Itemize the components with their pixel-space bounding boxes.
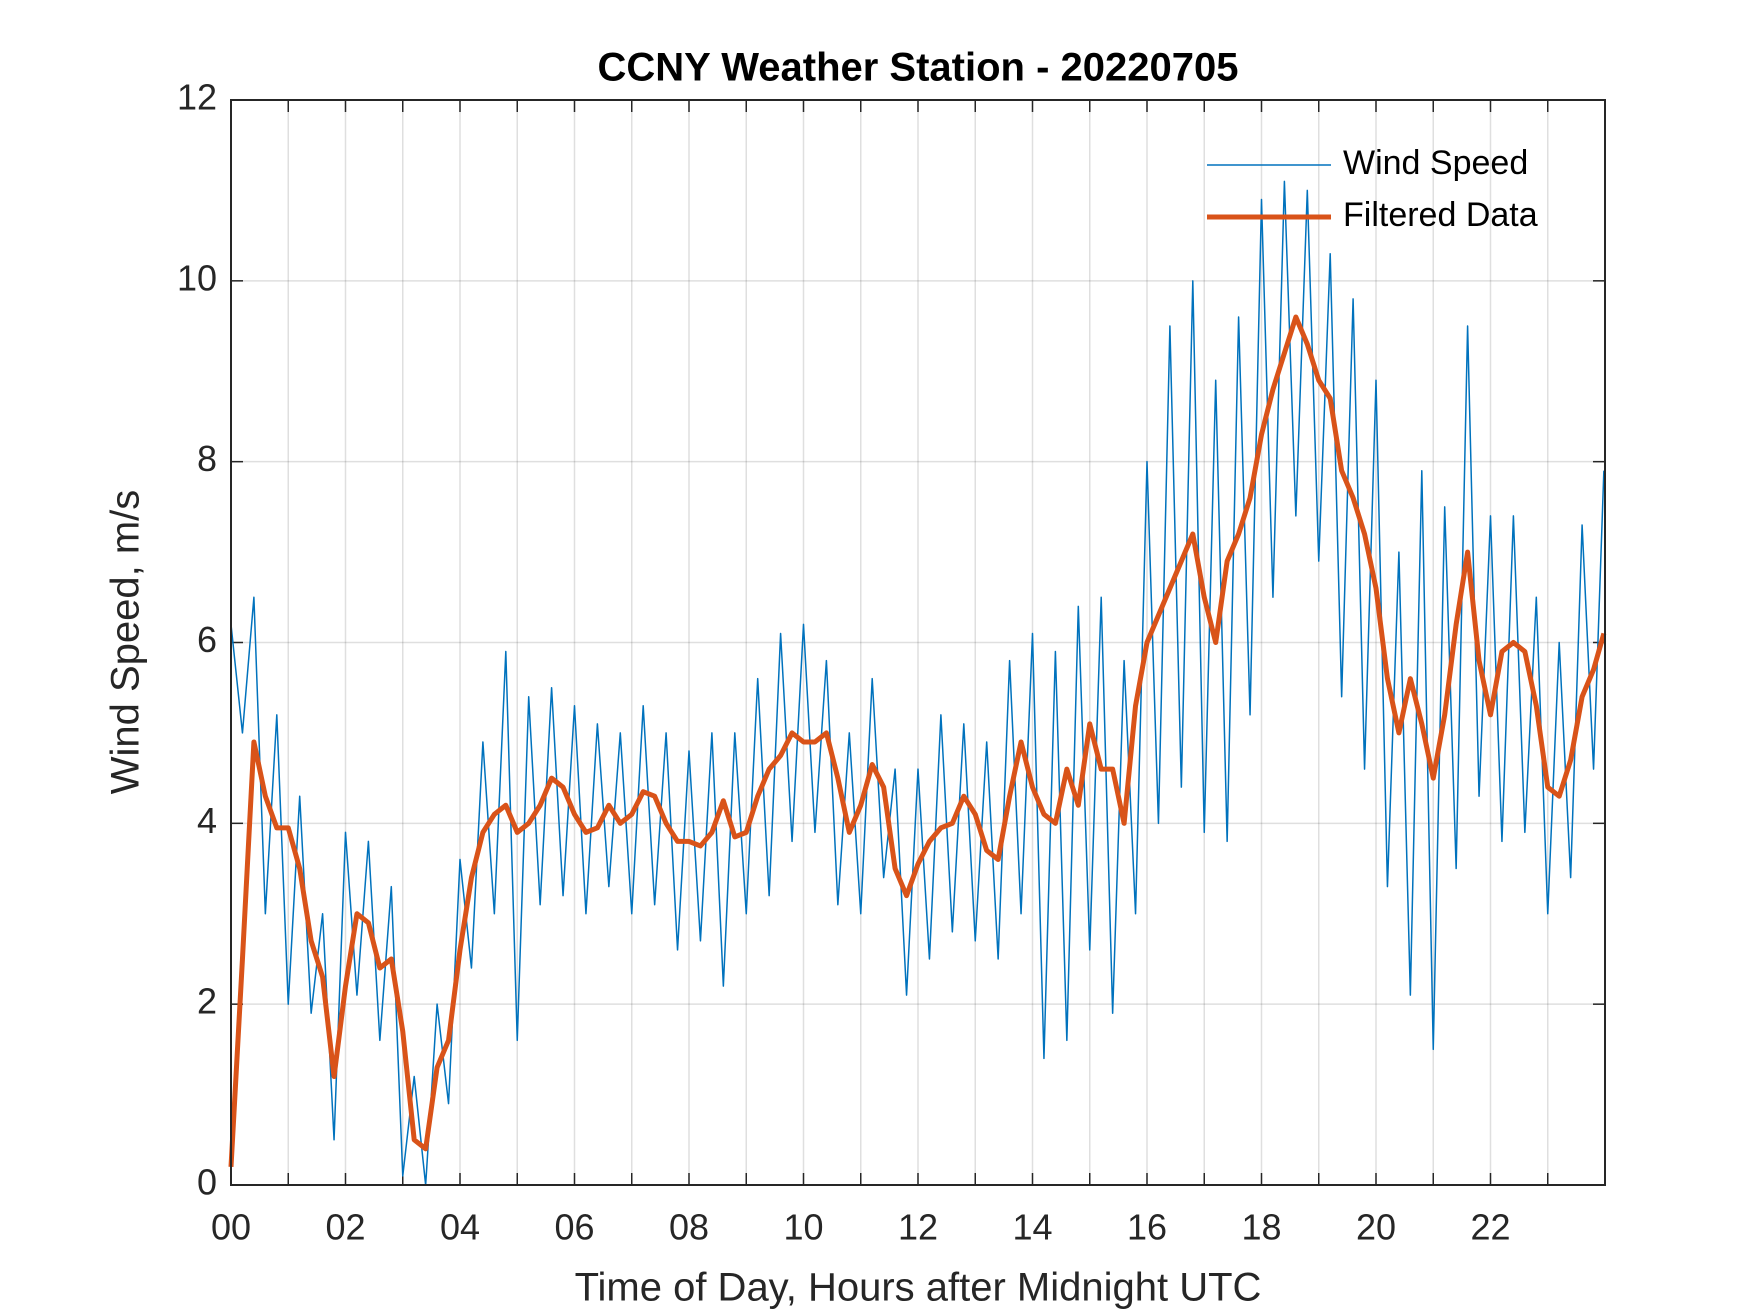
x-tick-label: 06 (554, 1207, 594, 1248)
x-tick-label: 14 (1012, 1207, 1052, 1248)
y-tick-label: 2 (197, 981, 217, 1022)
x-tick-label: 08 (669, 1207, 709, 1248)
y-tick-label: 8 (197, 438, 217, 479)
x-tick-label: 20 (1356, 1207, 1396, 1248)
x-tick-label: 10 (783, 1207, 823, 1248)
y-tick-label: 10 (177, 257, 217, 298)
y-axis-label: Wind Speed, m/s (104, 490, 148, 795)
legend-label: Wind Speed (1343, 144, 1528, 182)
x-tick-label: 02 (325, 1207, 365, 1248)
y-tick-label: 12 (177, 77, 217, 118)
x-tick-label: 00 (211, 1207, 251, 1248)
data-line (230, 180, 1605, 1186)
plot-area (231, 100, 1605, 1185)
x-tick-label: 18 (1241, 1207, 1281, 1248)
x-tick-label: 22 (1470, 1207, 1510, 1248)
x-tick-label: 12 (898, 1207, 938, 1248)
data-line (228, 314, 1607, 1168)
axes-box (230, 99, 1606, 1186)
y-tick-label: 6 (197, 619, 217, 660)
x-tick-label: 04 (440, 1207, 480, 1248)
chart-title: CCNY Weather Station - 20220705 (598, 46, 1239, 90)
y-tick-label: 4 (197, 800, 217, 841)
legend-label: Filtered Data (1343, 196, 1538, 234)
y-tick-label: 0 (197, 1162, 217, 1203)
x-axis-label: Time of Day, Hours after Midnight UTC (575, 1266, 1262, 1310)
x-tick-label: 16 (1127, 1207, 1167, 1248)
